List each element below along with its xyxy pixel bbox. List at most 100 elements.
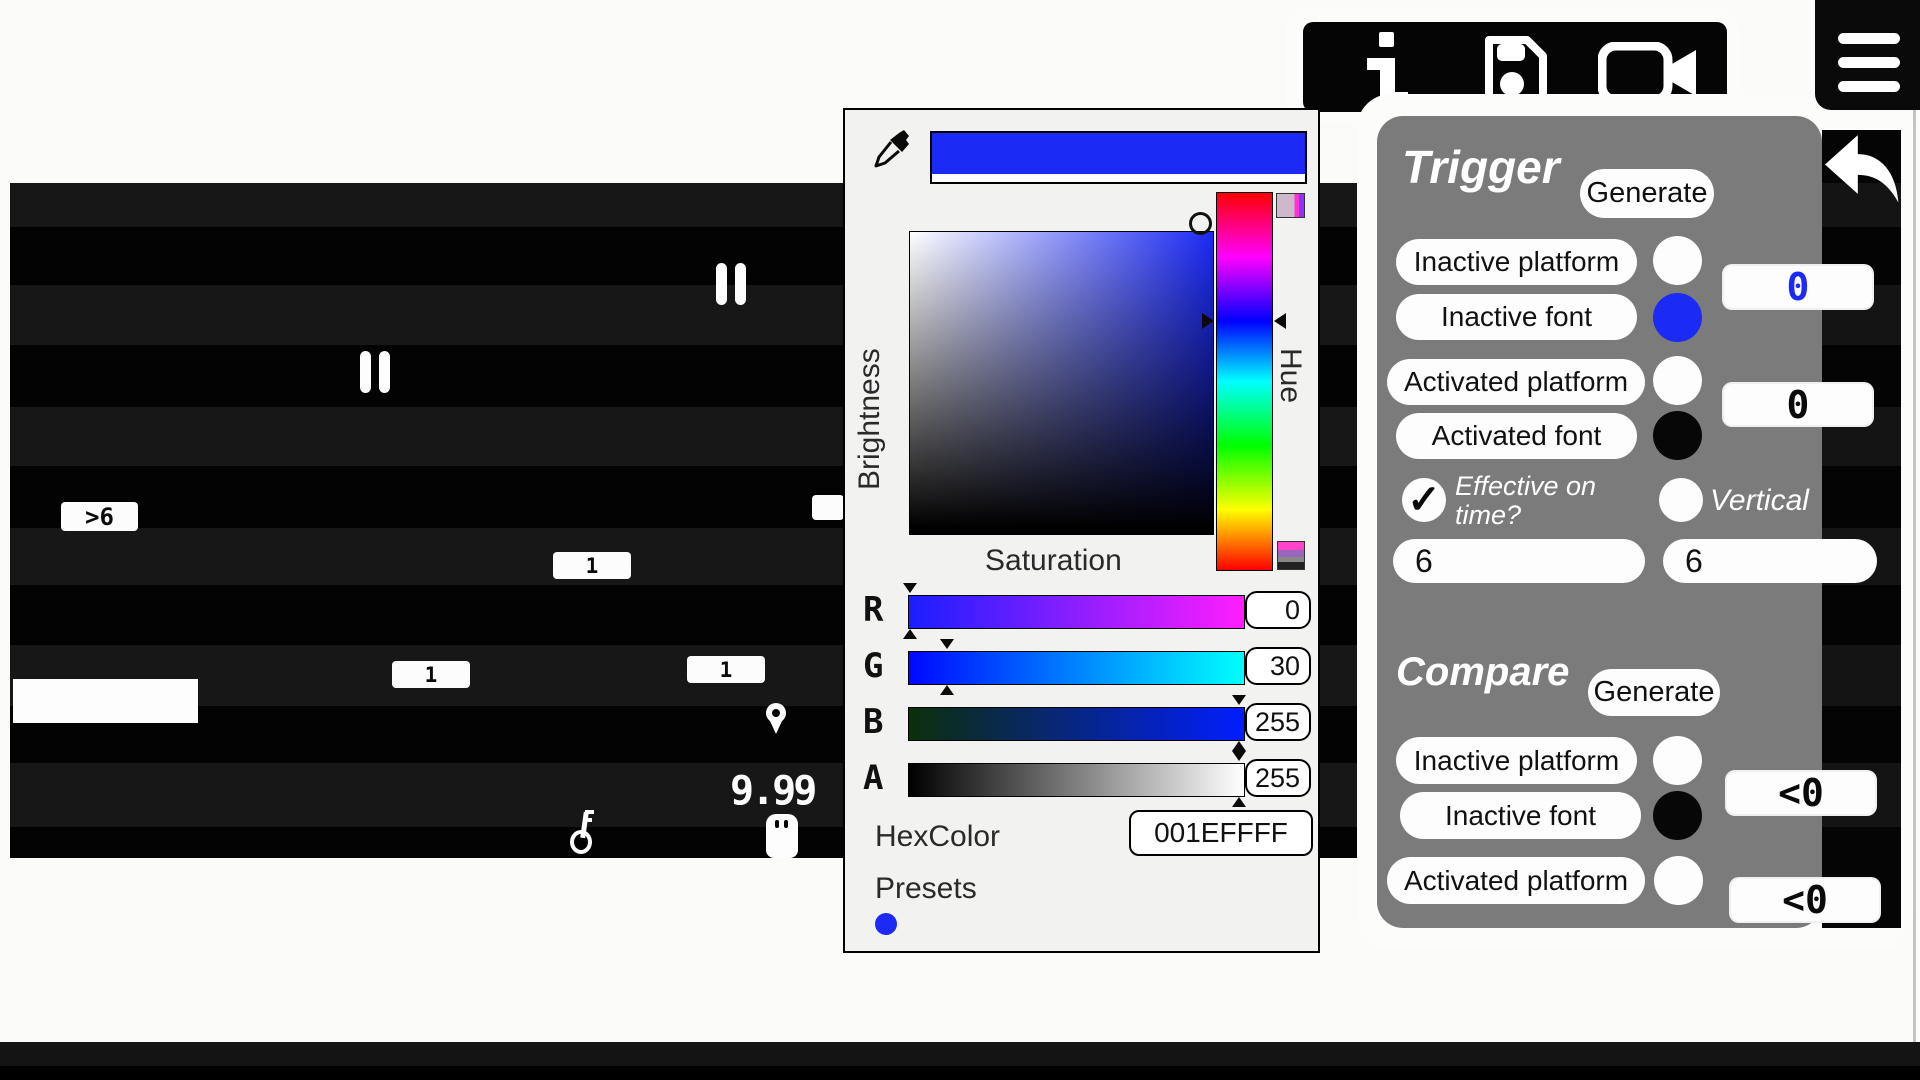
time-value-field-2[interactable]: 6 xyxy=(1663,539,1877,583)
b-marker-bottom xyxy=(1232,741,1246,751)
brightness-axis-label: Brightness xyxy=(853,348,886,490)
effective-on-time-checkbox[interactable]: ✓ xyxy=(1402,478,1446,522)
compare-value-2: <0 xyxy=(1782,878,1828,922)
compare-title: Compare xyxy=(1396,650,1570,694)
sv-marker[interactable] xyxy=(1189,212,1212,235)
activated-font-button[interactable]: Activated font xyxy=(1396,413,1637,459)
timer-display: 9.99 xyxy=(730,768,817,814)
channel-label-a: A xyxy=(863,758,884,798)
vertical-radio[interactable] xyxy=(1659,478,1703,522)
save-icon[interactable] xyxy=(1481,34,1549,110)
hexcolor-label: HexColor xyxy=(875,820,1001,853)
compare-value-field-2[interactable]: <0 xyxy=(1729,877,1881,923)
inactive-platform-button[interactable]: Inactive platform xyxy=(1396,239,1637,285)
window-edge-line xyxy=(1913,110,1916,1042)
palette-mode-icon[interactable] xyxy=(1277,541,1305,570)
key-tooth xyxy=(585,810,594,814)
compare-inactive-font-swatch[interactable] xyxy=(1653,791,1702,840)
activated-value: 0 xyxy=(1786,382,1810,427)
menu-bar xyxy=(1838,57,1900,68)
trigger-label-gt6[interactable]: >6 xyxy=(61,502,138,531)
activated-font-color-swatch[interactable] xyxy=(1653,411,1702,460)
trigger-popup: Trigger Generate Inactive platform 0 Ina… xyxy=(1357,94,1913,948)
compare-value-field-1[interactable]: <0 xyxy=(1725,770,1877,816)
undo-arrow-icon[interactable] xyxy=(1819,130,1907,206)
pause-bar xyxy=(379,351,390,393)
r-slider[interactable] xyxy=(908,595,1245,629)
trigger-label-partial[interactable] xyxy=(812,495,844,520)
channel-label-r: R xyxy=(863,590,884,630)
eyedropper-icon[interactable] xyxy=(873,130,917,178)
bottom-bar-black xyxy=(0,1066,1920,1080)
g-slider[interactable] xyxy=(908,651,1245,685)
player-eye xyxy=(775,820,779,828)
presets-label: Presets xyxy=(875,872,977,905)
b-value[interactable]: 255 xyxy=(1245,703,1311,741)
menu-button[interactable] xyxy=(1815,0,1920,110)
compare-activated-platform-swatch[interactable] xyxy=(1654,856,1703,905)
white-platform[interactable] xyxy=(13,679,198,723)
g-value[interactable]: 30 xyxy=(1245,647,1311,685)
g-marker-bottom xyxy=(940,685,954,695)
player-eye xyxy=(784,820,788,828)
r-marker-bottom xyxy=(903,629,917,639)
g-marker-top xyxy=(940,639,954,649)
channel-label-b: B xyxy=(863,702,884,742)
r-marker-top xyxy=(903,583,917,593)
pause-bar xyxy=(716,263,727,305)
inactive-font-color-swatch[interactable] xyxy=(1653,293,1702,342)
hexcolor-input[interactable]: 001EFFFF xyxy=(1129,810,1313,856)
pin-tail xyxy=(770,721,782,734)
a-marker-top xyxy=(1232,751,1246,761)
inactive-value: 0 xyxy=(1786,265,1810,309)
location-pin-icon[interactable] xyxy=(764,703,790,735)
hue-slider[interactable] xyxy=(1216,192,1273,571)
b-marker-top xyxy=(1232,695,1246,705)
activated-platform-button[interactable]: Activated platform xyxy=(1387,359,1645,405)
hue-marker-left xyxy=(1202,313,1214,329)
key-tooth xyxy=(584,818,592,822)
panel-bottom-edge xyxy=(1373,928,1897,948)
vertical-label: Vertical xyxy=(1710,484,1809,517)
pin-hole xyxy=(772,709,780,717)
r-value[interactable]: 0 xyxy=(1245,591,1311,629)
trigger-generate-button[interactable]: Generate xyxy=(1580,169,1714,218)
effective-on-time-label: Effective on time? xyxy=(1455,472,1596,530)
trigger-title: Trigger xyxy=(1402,141,1560,193)
trigger-label-one[interactable]: 1 xyxy=(553,552,631,579)
info-serif xyxy=(1367,58,1380,70)
color-picker-panel: Brightness Saturation Hue R 0 G 30 B 255… xyxy=(843,108,1320,953)
compare-generate-button[interactable]: Generate xyxy=(1588,669,1720,716)
info-stem xyxy=(1380,58,1395,104)
info-icon[interactable] xyxy=(1363,30,1409,104)
a-value[interactable]: 255 xyxy=(1245,759,1311,797)
saturation-axis-label: Saturation xyxy=(985,544,1122,577)
color-preview-bar xyxy=(930,131,1307,184)
inactive-font-button[interactable]: Inactive font xyxy=(1396,294,1637,340)
info-dot xyxy=(1379,32,1394,47)
activated-platform-color-swatch[interactable] xyxy=(1653,356,1702,405)
palette-mode-icon[interactable] xyxy=(1276,193,1305,218)
pause-bar xyxy=(735,263,746,305)
trigger-label-one[interactable]: 1 xyxy=(392,661,470,688)
inactive-platform-color-swatch[interactable] xyxy=(1653,236,1702,285)
inactive-value-field[interactable]: 0 xyxy=(1722,264,1874,310)
hue-axis-label: Hue xyxy=(1274,348,1307,404)
compare-inactive-platform-button[interactable]: Inactive platform xyxy=(1396,737,1637,784)
b-slider[interactable] xyxy=(908,707,1245,741)
compare-inactive-font-button[interactable]: Inactive font xyxy=(1400,792,1641,839)
compare-inactive-platform-swatch[interactable] xyxy=(1653,736,1702,785)
key-icon[interactable] xyxy=(570,808,598,854)
preset-color-swatch[interactable] xyxy=(875,913,897,935)
hue-marker-right xyxy=(1274,313,1286,329)
channel-label-g: G xyxy=(863,646,884,686)
player-character[interactable] xyxy=(766,814,798,858)
saturation-brightness-area[interactable] xyxy=(909,231,1214,535)
trigger-label-one[interactable]: 1 xyxy=(687,656,765,683)
time-value-field-1[interactable]: 6 xyxy=(1393,539,1645,583)
activated-value-field[interactable]: 0 xyxy=(1722,382,1874,427)
a-slider[interactable] xyxy=(908,763,1245,797)
compare-activated-platform-button[interactable]: Activated platform xyxy=(1387,857,1645,904)
menu-bar xyxy=(1838,33,1900,44)
